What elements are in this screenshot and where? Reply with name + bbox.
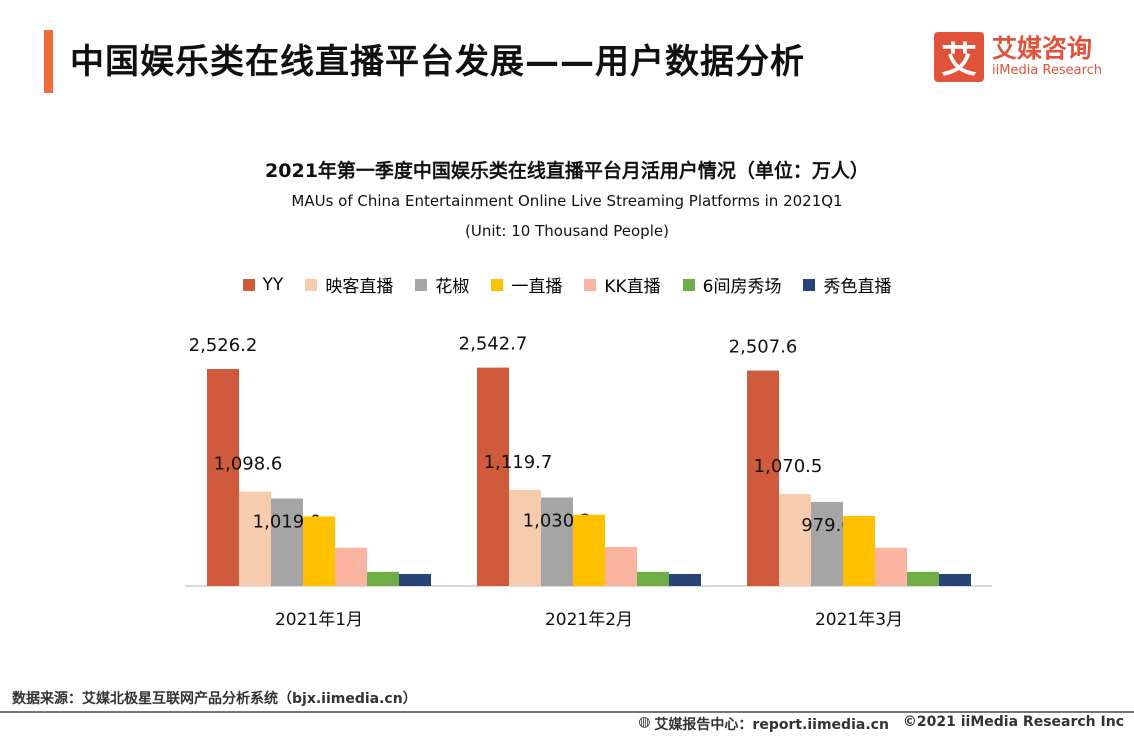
bar [637, 571, 669, 586]
legend-swatch [415, 278, 428, 291]
chart-subtitle: MAUs of China Entertainment Online Live … [291, 192, 843, 210]
footer: ◍ 艾媒报告中心：report.iimedia.cn ©2021 iiMedia… [638, 714, 1124, 734]
page-title: 中国娱乐类在线直播平台发展——用户数据分析 [70, 42, 805, 82]
chart-unit: (Unit: 10 Thousand People) [465, 222, 669, 240]
legend-swatch [491, 278, 504, 291]
globe-icon: ◍ [638, 714, 651, 730]
bar [335, 547, 367, 586]
data-label: 2,526.2 [189, 335, 258, 356]
logo-en: iiMedia Research [992, 63, 1103, 78]
legend-item: 一直播 [491, 272, 562, 297]
x-tick-label: 2021年3月 [815, 610, 903, 630]
x-tick-label: 2021年2月 [545, 610, 633, 630]
legend-item: 秀色直播 [803, 272, 891, 297]
legend-label: 映客直播 [325, 277, 394, 297]
legend-item: 花椒 [415, 272, 469, 297]
legend-item: YY [242, 272, 284, 297]
bar [207, 369, 239, 586]
legend-swatch [305, 278, 318, 291]
logo-cn: 艾媒咨询 [992, 34, 1093, 63]
bar [875, 547, 907, 586]
data-label: 1,119.7 [484, 452, 553, 473]
iimedia-logo: 艾 艾媒咨询 iiMedia Research [934, 32, 1102, 82]
bar [271, 498, 303, 586]
bar [541, 497, 573, 586]
bar [907, 571, 939, 586]
footer-divider [0, 711, 1134, 713]
chart-title: 2021年第一季度中国娱乐类在线直播平台月活用户情况（单位：万人） [265, 160, 869, 182]
legend-item: 6间房秀场 [682, 272, 782, 297]
bar [779, 494, 811, 586]
legend-item: 映客直播 [305, 272, 393, 297]
legend-item: KK直播 [584, 272, 661, 297]
data-label: 1,098.6 [214, 454, 283, 475]
legend-swatch [242, 278, 255, 291]
bar [477, 367, 509, 586]
chart-legend: YY 映客直播 花椒 一直播 KK直播 6间房秀场 秀色直播 [0, 272, 1134, 297]
bar [399, 573, 431, 586]
data-source: 数据来源：艾媒北极星互联网产品分析系统（bjx.iimedia.cn） [12, 691, 417, 707]
data-label: 2,507.6 [729, 337, 798, 358]
x-tick-label: 2021年1月 [275, 610, 363, 630]
legend-label: KK直播 [604, 277, 661, 297]
legend-swatch [584, 278, 597, 291]
bar [239, 491, 271, 586]
bar [367, 571, 399, 586]
logo-mark: 艾 [934, 32, 984, 82]
bar [747, 370, 779, 586]
report-link[interactable]: 艾媒报告中心：report.iimedia.cn [654, 717, 889, 733]
bar [573, 514, 605, 586]
legend-label: 秀色直播 [823, 277, 892, 297]
copyright: ©2021 iiMedia Research Inc [902, 714, 1124, 730]
data-label: 2,542.7 [459, 334, 528, 355]
bar [939, 573, 971, 586]
legend-swatch [803, 278, 816, 291]
legend-label: 一直播 [511, 277, 563, 297]
bar [509, 489, 541, 586]
title-accent-bar [44, 30, 53, 93]
legend-label: YY [262, 274, 284, 295]
data-label: 979.0 [801, 515, 853, 536]
bar [303, 516, 335, 586]
legend-swatch [682, 278, 695, 291]
legend-label: 花椒 [435, 277, 470, 297]
bar [811, 501, 843, 586]
bar [669, 573, 701, 586]
legend-label: 6间房秀场 [702, 277, 782, 297]
bar [605, 546, 637, 586]
bar [843, 515, 875, 586]
data-label: 1,070.5 [754, 456, 823, 477]
